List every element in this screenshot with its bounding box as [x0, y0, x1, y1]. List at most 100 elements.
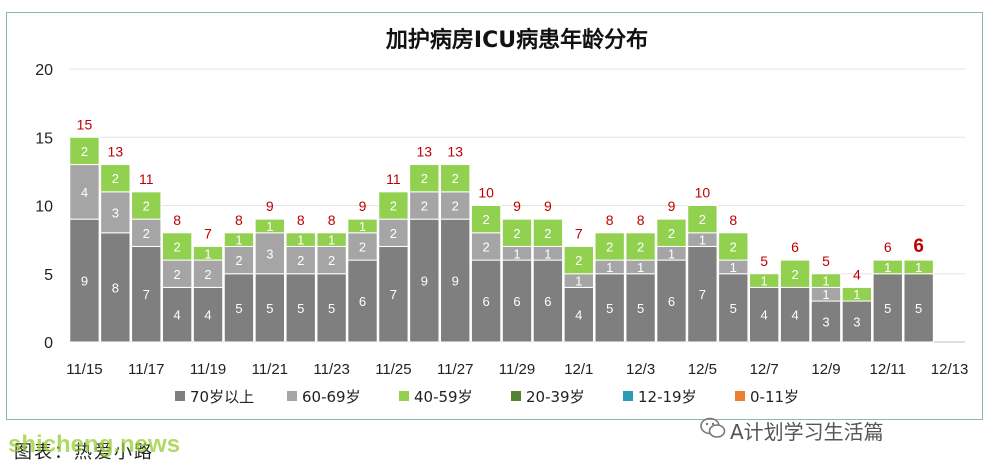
- segment-label: 2: [791, 267, 798, 282]
- segment-label: 1: [730, 260, 737, 275]
- segment-label: 5: [328, 301, 335, 316]
- legend-swatch: [175, 391, 185, 401]
- segment-label: 1: [637, 260, 644, 275]
- legend-swatch: [287, 391, 297, 401]
- bar-segment: [254, 232, 286, 275]
- segment-label: 8: [112, 280, 119, 295]
- x-tick-label: 11/21: [252, 361, 288, 378]
- bar-segment: [687, 205, 718, 234]
- segment-label: 4: [174, 308, 181, 323]
- total-label: 9: [544, 198, 552, 214]
- segment-label: 1: [761, 274, 768, 289]
- segment-label: 1: [822, 287, 829, 302]
- segment-label: 7: [143, 287, 150, 302]
- bar-segment: [841, 286, 873, 302]
- total-label: 5: [760, 253, 768, 269]
- bar-segment: [131, 191, 162, 220]
- brand-label: A计划学习生活篇: [730, 420, 884, 444]
- segment-label: 5: [266, 301, 273, 316]
- legend-label: 0-11岁: [750, 388, 799, 406]
- segment-label: 9: [421, 274, 428, 289]
- bar-segment: [779, 286, 811, 343]
- segment-label: 4: [791, 308, 798, 323]
- watermark-text: shicheng.news: [8, 431, 181, 458]
- total-label: 4: [853, 266, 861, 282]
- total-label: 7: [204, 225, 212, 241]
- bar-segment: [872, 259, 903, 275]
- bar-segment: [378, 218, 409, 247]
- total-label: 6: [913, 236, 924, 257]
- total-label: 8: [606, 212, 614, 228]
- segment-label: 1: [297, 233, 304, 248]
- total-label: 8: [729, 212, 737, 228]
- chart-title: 加护病房ICU病患年龄分布: [385, 27, 648, 53]
- segment-label: 2: [390, 199, 397, 214]
- segment-label: 2: [421, 199, 428, 214]
- total-label: 7: [575, 225, 583, 241]
- segment-label: 9: [81, 274, 88, 289]
- segment-label: 5: [297, 301, 304, 316]
- segment-label: 1: [853, 287, 860, 302]
- y-tick-label: 10: [35, 199, 53, 216]
- bar-segment: [161, 286, 193, 343]
- bar-segment: [470, 259, 502, 343]
- total-label: 8: [297, 212, 305, 228]
- total-label: 8: [328, 212, 336, 228]
- segment-label: 1: [575, 274, 582, 289]
- total-label: 9: [266, 198, 274, 214]
- segment-label: 1: [513, 246, 520, 261]
- segment-label: 1: [235, 233, 242, 248]
- bar-segment: [594, 232, 625, 261]
- y-tick-label: 5: [44, 267, 53, 284]
- segment-label: 2: [328, 253, 335, 268]
- segment-label: 1: [884, 260, 891, 275]
- bar-segment: [594, 273, 625, 343]
- total-label: 10: [478, 185, 494, 201]
- segment-label: 6: [544, 294, 551, 309]
- bar-segment: [378, 191, 409, 220]
- segment-label: 1: [668, 246, 675, 261]
- segment-label: 2: [482, 239, 489, 254]
- segment-label: 2: [637, 239, 644, 254]
- chart-frame: 加护病房ICU病患年龄分布 0 5 10 15 20 9 4 2 15 8 3 2 13 7 2 2 11 4 2 2 8…: [6, 12, 983, 420]
- bar-segment: [440, 218, 471, 343]
- bar-segment: [841, 300, 873, 343]
- total-label: 11: [386, 171, 401, 187]
- bar-segment: [69, 136, 100, 166]
- x-tick-label: 12/13: [931, 361, 969, 378]
- segment-label: 2: [421, 171, 428, 186]
- bar-segment: [409, 218, 440, 343]
- x-tick-label: 11/29: [499, 361, 535, 378]
- chart-footnote: 图表：热爱小路: [14, 442, 154, 463]
- segment-label: 2: [143, 199, 150, 214]
- segment-label: 2: [482, 212, 489, 227]
- bar-segment: [903, 259, 934, 275]
- segment-label: 1: [359, 219, 366, 234]
- bar-segment: [69, 218, 100, 343]
- bar-segment: [779, 259, 811, 288]
- total-label: 6: [884, 239, 892, 255]
- segment-label: 2: [390, 226, 397, 241]
- bar-segment: [316, 232, 347, 247]
- segment-label: 6: [359, 294, 366, 309]
- legend-label: 20-39岁: [526, 388, 585, 406]
- segment-label: 1: [699, 233, 706, 248]
- total-label: 11: [139, 171, 154, 187]
- segment-label: 2: [235, 253, 242, 268]
- segment-label: 2: [575, 253, 582, 268]
- total-label: 13: [447, 144, 463, 160]
- bar-segment: [687, 245, 718, 343]
- segment-label: 2: [452, 199, 459, 214]
- total-label: 8: [637, 212, 645, 228]
- x-tick-label: 12/3: [626, 361, 655, 378]
- bar-segment: [254, 218, 286, 234]
- segment-label: 1: [606, 260, 613, 275]
- segment-label: 2: [699, 212, 706, 227]
- segment-label: 5: [730, 301, 737, 316]
- segment-label: 9: [452, 274, 459, 289]
- bar-segment: [718, 232, 749, 261]
- bar-segment: [470, 205, 502, 234]
- bar-segment: [285, 245, 316, 275]
- segment-label: 2: [668, 226, 675, 241]
- y-tick-label: 20: [35, 62, 53, 79]
